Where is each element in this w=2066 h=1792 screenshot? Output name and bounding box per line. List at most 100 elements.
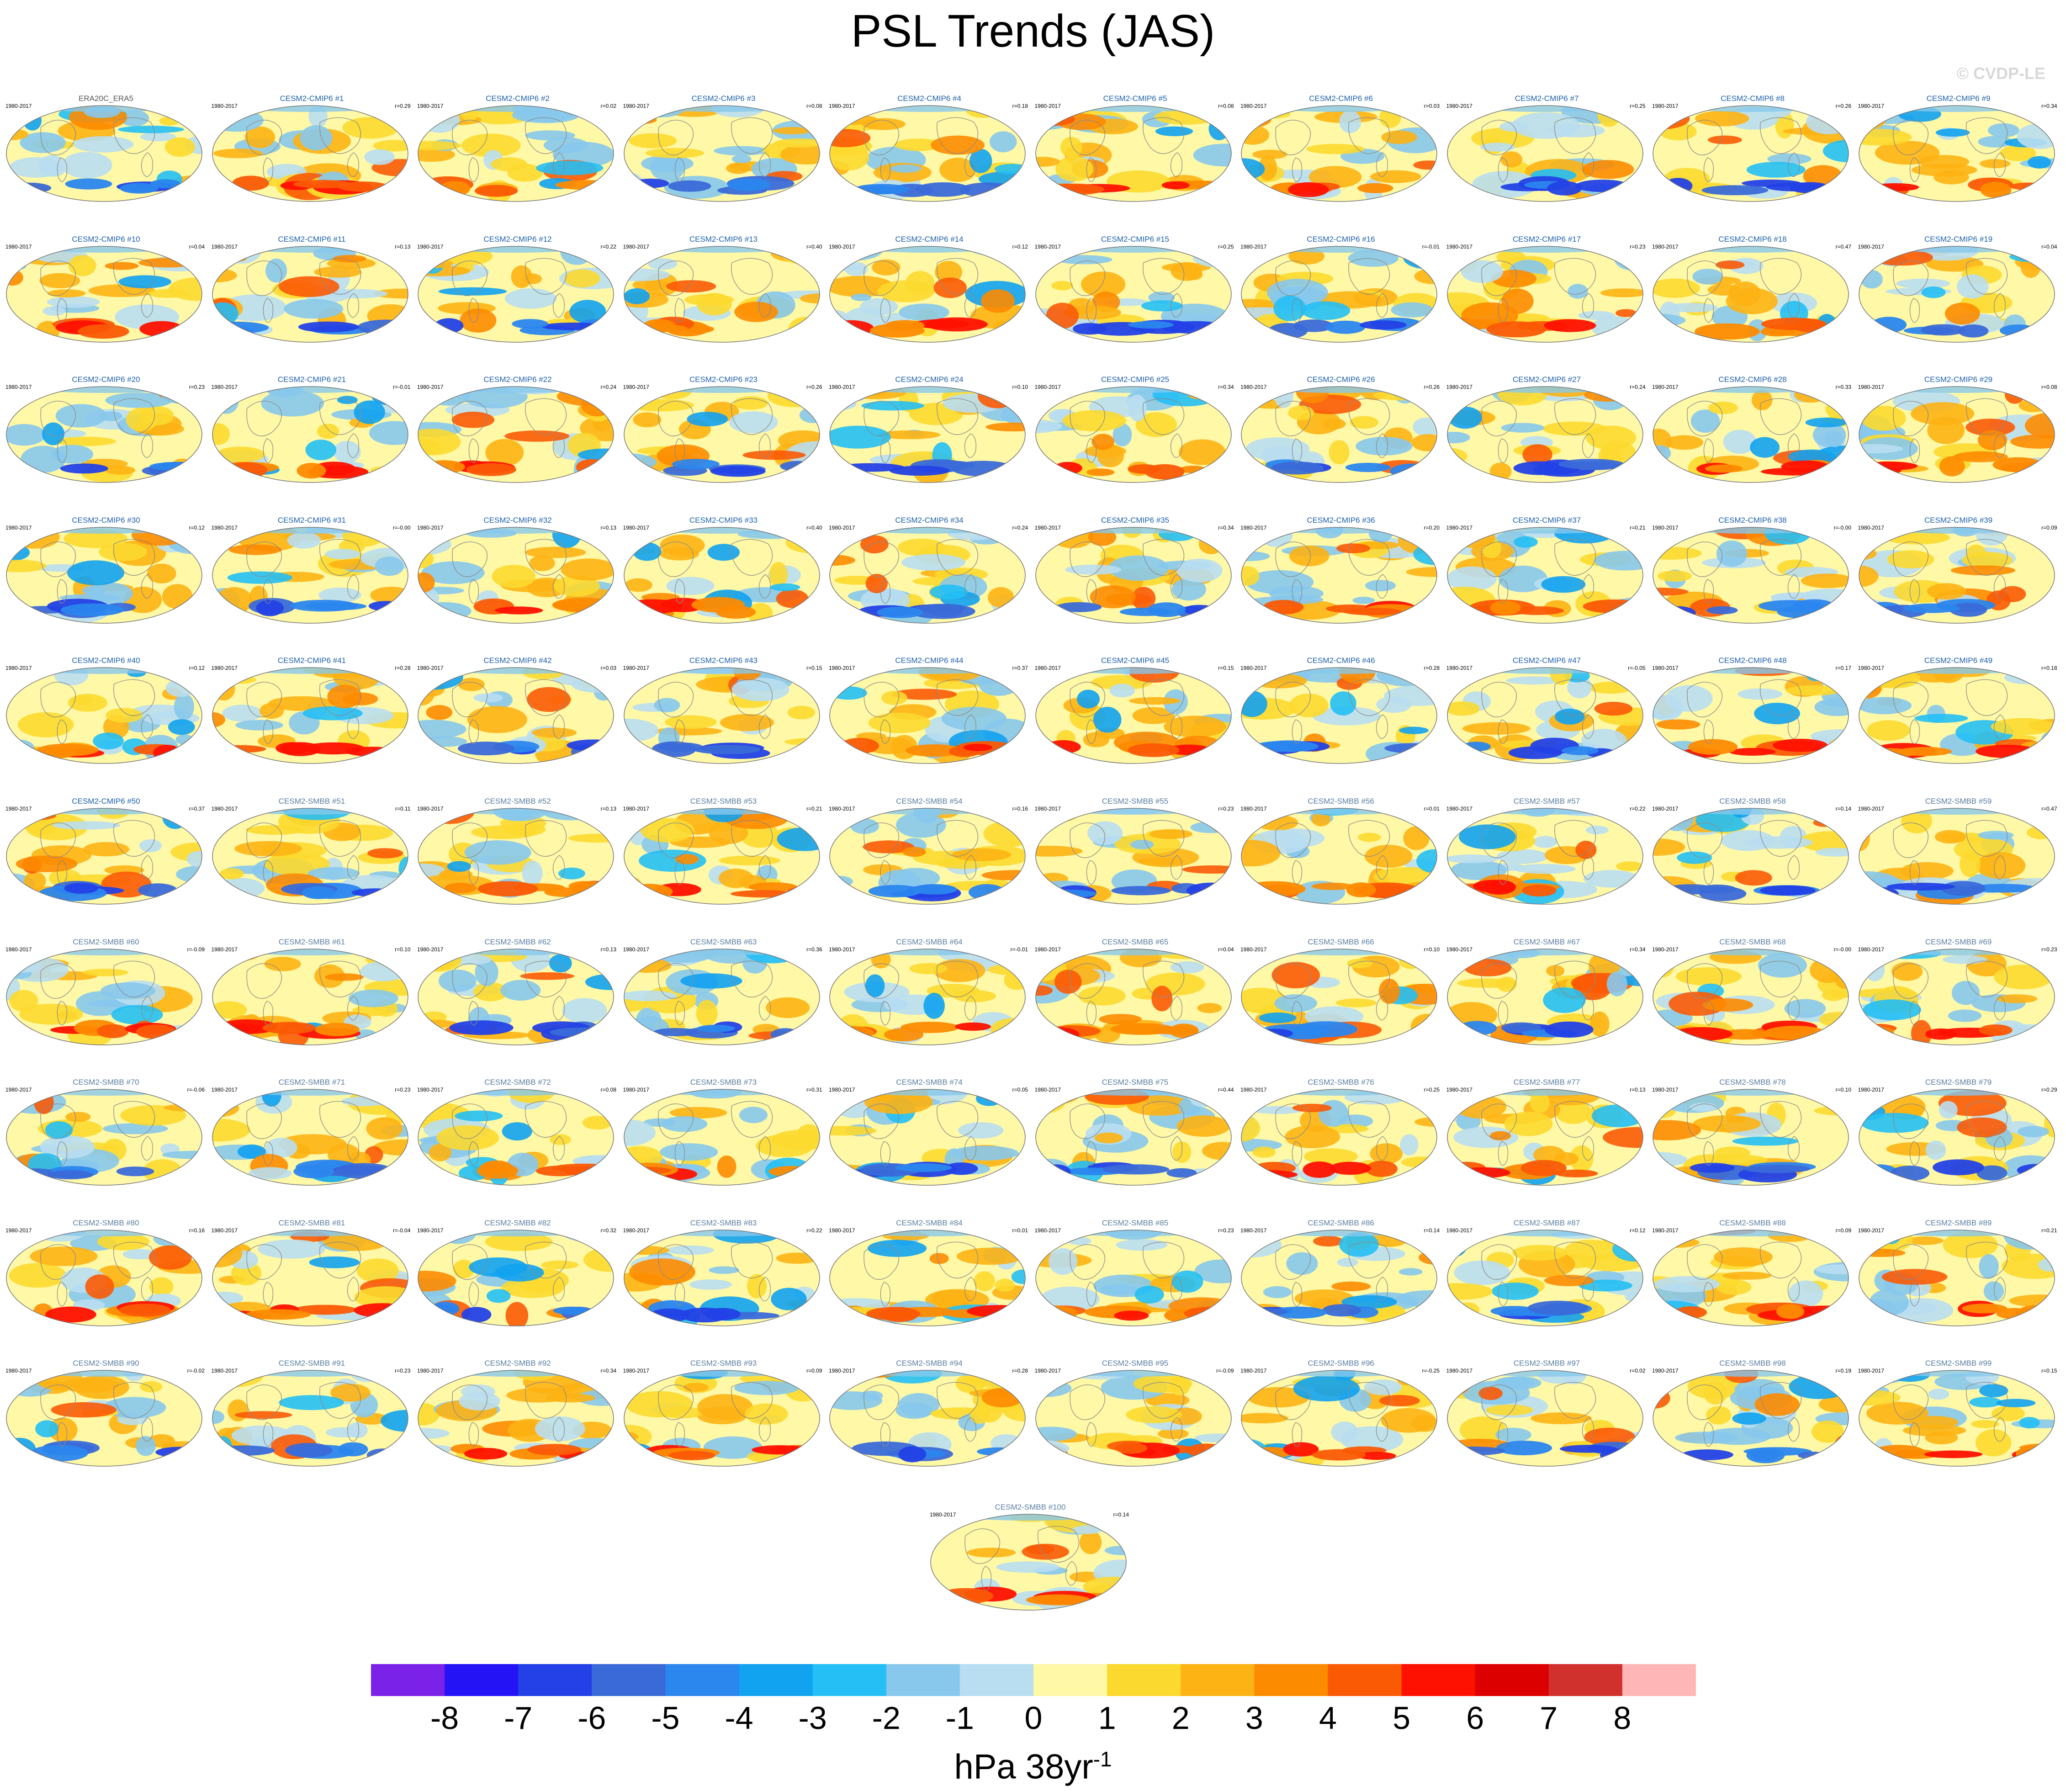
colorbar-tick-label: -4 bbox=[725, 1700, 753, 1736]
panel-correlation: r=0.23 bbox=[2041, 946, 2057, 953]
panel-title: CESM2-SMBB #58 bbox=[1719, 797, 1786, 806]
trend-map bbox=[418, 667, 614, 764]
trend-map bbox=[6, 1370, 202, 1467]
colorbar-tick-label: 1 bbox=[1098, 1700, 1116, 1736]
map-panel: CESM2-SMBB #81 1980-2017 r=-0.04 bbox=[212, 1218, 413, 1348]
panel-years: 1980-2017 bbox=[5, 1087, 32, 1093]
panel-title: CESM2-SMBB #86 bbox=[1308, 1218, 1374, 1227]
panel-years: 1980-2017 bbox=[1034, 103, 1061, 109]
map-panel: CESM2-SMBB #51 1980-2017 r=0.11 bbox=[212, 796, 413, 927]
trend-map bbox=[1653, 1089, 1849, 1186]
trend-map bbox=[1858, 245, 2055, 343]
panel-correlation: r=0.04 bbox=[189, 243, 205, 250]
panel-correlation: r=0.24 bbox=[600, 384, 616, 391]
trend-map bbox=[6, 667, 202, 764]
map-panel: CESM2-CMIP6 #17 1980-2017 r=0.23 bbox=[1446, 234, 1648, 365]
trend-map bbox=[1858, 386, 2055, 483]
map-panel: CESM2-SMBB #60 1980-2017 r=-0.09 bbox=[5, 937, 207, 1067]
panel-correlation: r=-0.01 bbox=[1422, 243, 1440, 250]
map-panel: CESM2-SMBB #72 1980-2017 r=0.08 bbox=[417, 1077, 618, 1208]
map-panel: CESM2-CMIP6 #21 1980-2017 r=-0.01 bbox=[212, 375, 413, 505]
panel-correlation: r=0.15 bbox=[2041, 1368, 2057, 1374]
panel-years: 1980-2017 bbox=[623, 665, 649, 672]
panel-years: 1980-2017 bbox=[5, 524, 32, 531]
panel-correlation: r=-0.09 bbox=[1216, 1368, 1234, 1374]
map-panel: CESM2-CMIP6 #23 1980-2017 r=0.26 bbox=[623, 375, 824, 505]
panel-correlation: r=0.28 bbox=[1012, 1368, 1028, 1374]
panel-title: CESM2-CMIP6 #30 bbox=[72, 515, 140, 525]
colorbar-swatch bbox=[1328, 1664, 1402, 1696]
panel-correlation: r=-0.06 bbox=[187, 1087, 205, 1093]
panel-title: CESM2-SMBB #63 bbox=[690, 937, 757, 946]
panel-years: 1980-2017 bbox=[1652, 1368, 1679, 1374]
panel-years: 1980-2017 bbox=[1034, 1087, 1061, 1093]
panel-years: 1980-2017 bbox=[1446, 384, 1473, 391]
panel-years: 1980-2017 bbox=[623, 806, 649, 812]
panel-correlation: r=0.10 bbox=[1012, 384, 1028, 391]
panel-correlation: r=-0.01 bbox=[393, 384, 411, 391]
panel-correlation: r=0.11 bbox=[395, 806, 411, 812]
panel-years: 1980-2017 bbox=[211, 103, 238, 109]
colorbar bbox=[371, 1664, 1696, 1696]
map-panel: CESM2-SMBB #77 1980-2017 r=0.13 bbox=[1446, 1077, 1648, 1208]
panel-years: 1980-2017 bbox=[211, 243, 238, 250]
panel-years: 1980-2017 bbox=[417, 1368, 444, 1374]
colorbar-tick-label: -7 bbox=[504, 1700, 533, 1736]
panel-title: CESM2-CMIP6 #16 bbox=[1307, 234, 1375, 244]
panel-years: 1980-2017 bbox=[417, 524, 444, 531]
panel-title: CESM2-CMIP6 #23 bbox=[689, 375, 758, 384]
map-panel: CESM2-SMBB #68 1980-2017 r=-0.00 bbox=[1652, 937, 1853, 1067]
panel-title: CESM2-SMBB #62 bbox=[484, 937, 551, 946]
map-panel: CESM2-SMBB #83 1980-2017 r=0.22 bbox=[623, 1218, 824, 1348]
map-panel: CESM2-SMBB #59 1980-2017 r=0.47 bbox=[1858, 796, 2059, 927]
map-panel: CESM2-CMIP6 #5 1980-2017 r=0.08 bbox=[1035, 94, 1236, 224]
panel-correlation: r=-0.00 bbox=[1833, 524, 1851, 531]
map-panel: CESM2-SMBB #65 1980-2017 r=0.04 bbox=[1035, 937, 1236, 1067]
panel-title: CESM2-SMBB #76 bbox=[1308, 1078, 1374, 1087]
panel-years: 1980-2017 bbox=[211, 524, 238, 531]
panel-years: 1980-2017 bbox=[829, 384, 855, 391]
colorbar-swatch bbox=[959, 1664, 1034, 1696]
panel-years: 1980-2017 bbox=[829, 1227, 855, 1234]
panel-title: CESM2-CMIP6 #24 bbox=[895, 375, 964, 384]
panel-correlation: r=0.23 bbox=[189, 384, 205, 391]
map-panel: CESM2-SMBB #84 1980-2017 r=0.01 bbox=[829, 1218, 1030, 1348]
colorbar-swatch bbox=[371, 1664, 445, 1696]
map-panel: CESM2-SMBB #70 1980-2017 r=-0.06 bbox=[5, 1077, 207, 1208]
panel-title: CESM2-CMIP6 #21 bbox=[277, 375, 346, 384]
panel-years: 1980-2017 bbox=[5, 665, 32, 672]
panel-title: CESM2-SMBB #69 bbox=[1925, 937, 1992, 946]
map-panel: CESM2-CMIP6 #35 1980-2017 r=0.34 bbox=[1035, 515, 1236, 646]
panel-title: CESM2-SMBB #82 bbox=[484, 1218, 551, 1227]
panel-correlation: r=0.28 bbox=[395, 665, 411, 672]
panel-correlation: r=0.05 bbox=[1012, 1087, 1028, 1093]
units-exponent: -1 bbox=[1093, 1747, 1112, 1771]
panel-correlation: r=0.13 bbox=[1630, 1087, 1646, 1093]
colorbar-swatch bbox=[1401, 1664, 1476, 1696]
trend-map bbox=[1035, 1230, 1232, 1326]
panel-title: CESM2-SMBB #95 bbox=[1102, 1359, 1169, 1368]
panel-years: 1980-2017 bbox=[1652, 806, 1679, 812]
panel-correlation: r=0.22 bbox=[1630, 806, 1646, 812]
map-panel: CESM2-SMBB #74 1980-2017 r=0.05 bbox=[829, 1077, 1030, 1208]
panel-years: 1980-2017 bbox=[829, 946, 855, 953]
panel-title: CESM2-SMBB #61 bbox=[278, 937, 345, 946]
map-panel: CESM2-CMIP6 #26 1980-2017 r=0.26 bbox=[1240, 375, 1441, 505]
map-panel: CESM2-CMIP6 #22 1980-2017 r=0.24 bbox=[417, 375, 618, 505]
panel-correlation: r=0.23 bbox=[395, 1368, 411, 1374]
trend-map bbox=[1653, 105, 1849, 202]
panel-years: 1980-2017 bbox=[829, 243, 855, 250]
panel-title: CESM2-CMIP6 #38 bbox=[1718, 515, 1787, 525]
panel-correlation: r=0.47 bbox=[1835, 243, 1851, 250]
trend-map bbox=[623, 527, 820, 624]
panel-title: CESM2-SMBB #66 bbox=[1308, 937, 1374, 946]
panel-correlation: r=0.10 bbox=[1424, 946, 1440, 953]
panel-correlation: r=0.02 bbox=[600, 103, 616, 109]
panel-years: 1980-2017 bbox=[1034, 665, 1061, 672]
panel-years: 1980-2017 bbox=[1034, 384, 1061, 391]
panel-years: 1980-2017 bbox=[1240, 1087, 1267, 1093]
panel-years: 1980-2017 bbox=[829, 524, 855, 531]
panel-years: 1980-2017 bbox=[1652, 384, 1679, 391]
trend-map bbox=[1858, 105, 2055, 202]
map-panel: CESM2-CMIP6 #29 1980-2017 r=0.08 bbox=[1858, 375, 2059, 505]
